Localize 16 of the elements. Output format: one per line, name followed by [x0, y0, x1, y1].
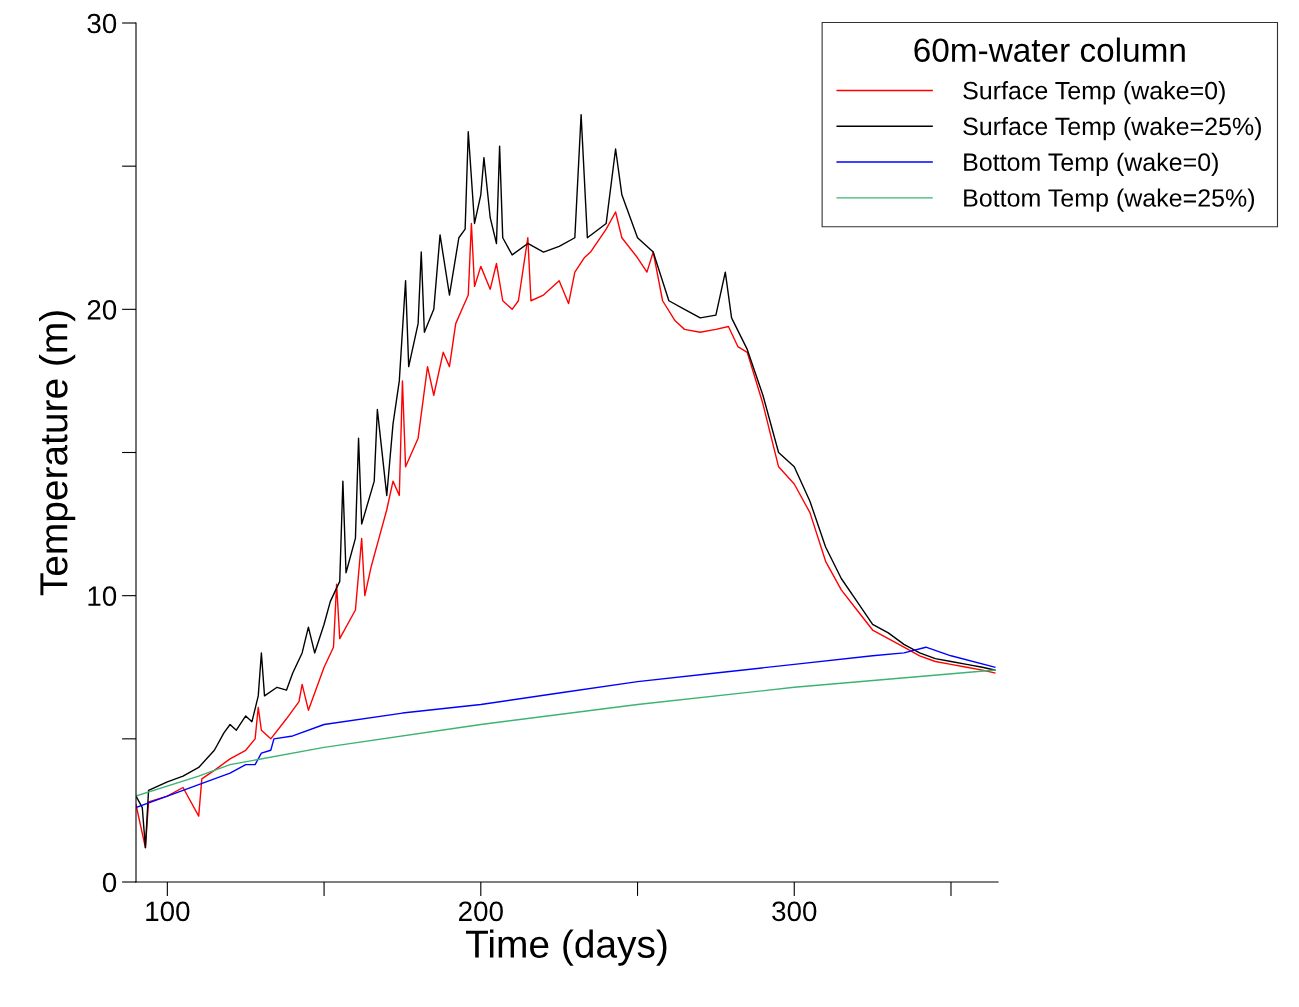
y-tick-label: 0	[102, 872, 117, 893]
y-tick-label: 30	[87, 13, 117, 34]
x-tick-label: 100	[146, 901, 190, 922]
legend-title: 60m-water column	[914, 37, 1185, 62]
x-tick-label: 200	[459, 901, 503, 922]
legend-label: Bottom Temp (wake=25%)	[964, 188, 1255, 212]
line-series	[136, 646, 996, 809]
y-tick-label: 20	[87, 300, 117, 320]
legend-label: Bottom Temp (wake=0)	[964, 152, 1218, 176]
x-tick-label: 300	[772, 901, 817, 922]
line-series	[136, 669, 996, 797]
y-tick-label: 10	[88, 586, 117, 607]
legend-label: Surface Temp (wake=25%)	[963, 116, 1261, 141]
x-axis-title: Time (days)	[465, 929, 667, 966]
y-axis-title: Temperature (m)	[38, 311, 76, 596]
legend-label: Surface Temp (wake=0)	[963, 81, 1225, 105]
